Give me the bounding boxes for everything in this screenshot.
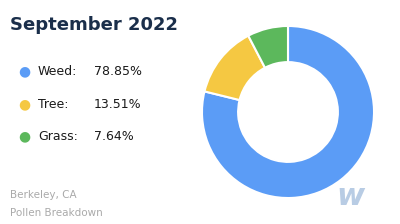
- Text: 13.51%: 13.51%: [94, 98, 142, 111]
- Text: September 2022: September 2022: [10, 16, 178, 34]
- Text: 78.85%: 78.85%: [94, 65, 142, 78]
- Text: 7.64%: 7.64%: [94, 130, 134, 143]
- Text: Berkeley, CA: Berkeley, CA: [10, 190, 77, 200]
- Text: Pollen Breakdown: Pollen Breakdown: [10, 208, 103, 218]
- Text: Tree:: Tree:: [38, 98, 68, 111]
- Text: ●: ●: [18, 65, 30, 79]
- Wedge shape: [202, 26, 374, 198]
- Text: Weed:: Weed:: [38, 65, 77, 78]
- Wedge shape: [248, 26, 288, 68]
- Text: ●: ●: [18, 130, 30, 144]
- Text: ●: ●: [18, 97, 30, 111]
- Text: w: w: [336, 182, 364, 211]
- Text: Grass:: Grass:: [38, 130, 78, 143]
- Wedge shape: [204, 36, 265, 100]
